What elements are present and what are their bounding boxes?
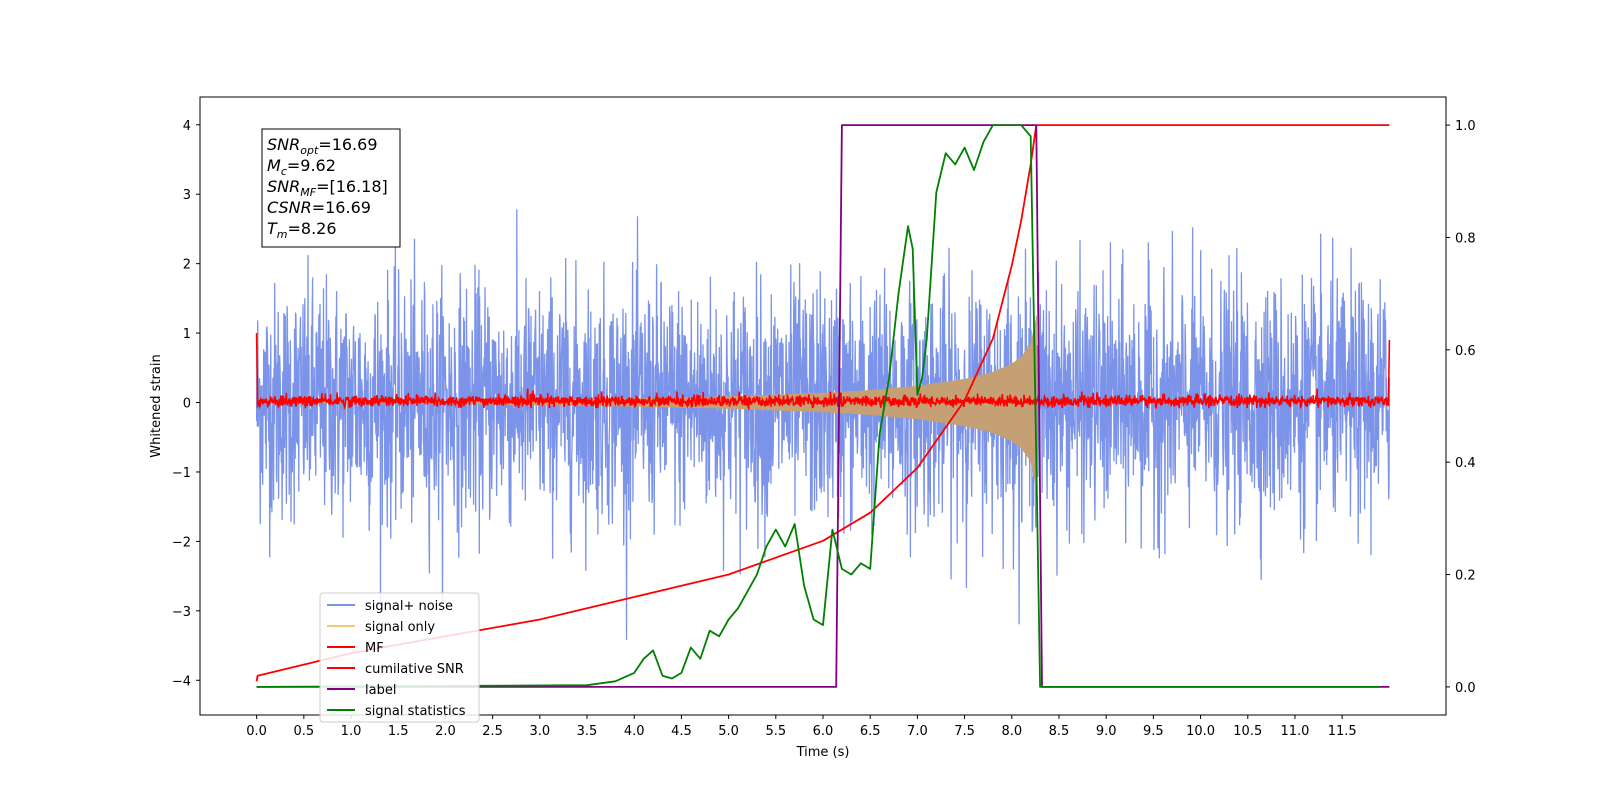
y-tick-label: 4 (183, 119, 191, 134)
annotation-line: Mc=9.62 (267, 156, 336, 178)
x-tick-label: 0.5 (293, 724, 314, 739)
annotation-line: SNRopt=16.69 (267, 135, 378, 157)
x-tick-label: 4.5 (671, 724, 692, 739)
x-tick-label: 11.5 (1328, 724, 1357, 739)
y-tick-label: 1 (183, 327, 191, 342)
y-axis-ticks: −4 −3 −2 −1 0 1 2 3 4 (172, 119, 200, 689)
legend: signal+ noise signal only MF cumilative SNR… (319, 592, 480, 723)
x-tick-label: 3.0 (529, 724, 550, 739)
x-tick-label: 6.0 (813, 724, 834, 739)
legend-entry-label: label (365, 683, 396, 698)
y-tick-label: −4 (172, 674, 191, 689)
x-tick-label: 3.5 (577, 724, 598, 739)
y-tick-label: 0 (183, 397, 191, 412)
x-tick-label: 9.5 (1143, 724, 1164, 739)
x-tick-label: 10.0 (1186, 724, 1215, 739)
y2-tick-label: 0.2 (1455, 569, 1476, 584)
legend-entry-label: signal statistics (365, 704, 466, 719)
annotation-line: SNRMF=[16.18] (267, 177, 388, 199)
y-tick-label: −2 (172, 535, 191, 550)
signal-noise-series (255, 209, 1391, 640)
x-tick-label: 7.5 (954, 724, 975, 739)
x-tick-label: 2.0 (435, 724, 456, 739)
x-tick-label: 6.5 (860, 724, 881, 739)
legend-frame (319, 592, 480, 723)
x-axis-ticks: 0.0 0.5 1.0 1.5 2.0 2.5 3.0 3.5 4.0 4.5 5.0 5.5 6.0 6… (246, 715, 1357, 739)
legend-entry-label: signal+ noise (365, 599, 453, 614)
y-tick-label: −3 (172, 605, 191, 620)
annotation-line: Tm=8.26 (267, 219, 337, 241)
x-tick-label: 2.5 (482, 724, 503, 739)
x-axis-label: Time (s) (796, 745, 850, 760)
mf-series (255, 333, 1391, 412)
legend-entry-label: cumilative SNR (365, 662, 464, 677)
legend-entry-label: MF (365, 641, 384, 656)
x-tick-label: 8.5 (1049, 724, 1070, 739)
x-tick-label: 5.5 (765, 724, 786, 739)
x-tick-label: 11.0 (1280, 724, 1309, 739)
y-tick-label: −1 (172, 466, 191, 481)
signal-noise-line (255, 209, 1391, 640)
y-tick-label: 3 (183, 188, 191, 203)
mf-line (255, 333, 1391, 412)
y2-tick-label: 0.4 (1455, 456, 1476, 471)
y2-tick-label: 0.6 (1455, 344, 1476, 359)
y-tick-label: 2 (183, 258, 191, 273)
y2-axis-ticks: 0.0 0.2 0.4 0.6 0.8 1.0 (1446, 119, 1476, 696)
y2-tick-label: 0.8 (1455, 231, 1476, 246)
y2-tick-label: 0.0 (1455, 681, 1476, 696)
x-tick-label: 1.0 (341, 724, 362, 739)
x-tick-label: 10.5 (1233, 724, 1262, 739)
x-tick-label: 9.0 (1096, 724, 1117, 739)
x-tick-label: 5.0 (718, 724, 739, 739)
y2-tick-label: 1.0 (1455, 119, 1476, 134)
x-tick-label: 8.0 (1001, 724, 1022, 739)
y-axis-label: Whitened strain (149, 354, 164, 457)
annotation-line: CSNR=16.69 (267, 198, 371, 217)
signal-statistics-line (256, 124, 1380, 688)
legend-entry-label: signal only (365, 620, 435, 635)
x-tick-label: 4.0 (624, 724, 645, 739)
annotation-frame (261, 128, 401, 248)
annotation-box: SNRopt=16.69Mc=9.62SNRMF=[16.18]CSNR=16.… (261, 128, 401, 248)
x-tick-label: 0.0 (246, 724, 267, 739)
x-tick-label: 7.0 (907, 724, 928, 739)
x-tick-label: 1.5 (388, 724, 409, 739)
